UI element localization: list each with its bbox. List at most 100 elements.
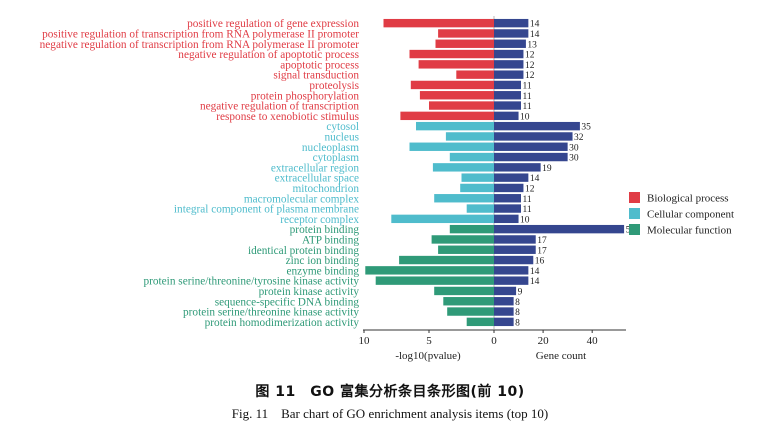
term-label: cytoplasm bbox=[313, 152, 360, 164]
count-label: 12 bbox=[525, 51, 535, 61]
term-label: apoptotic process bbox=[280, 59, 359, 71]
pvalue-bar bbox=[391, 214, 494, 224]
count-bar bbox=[494, 49, 524, 59]
term-label: zinc ion binding bbox=[286, 255, 360, 267]
count-label: 32 bbox=[574, 133, 584, 143]
count-label: 11 bbox=[523, 102, 532, 112]
pvalue-bar bbox=[375, 276, 494, 285]
term-label: positive regulation of gene expression bbox=[187, 18, 359, 30]
pvalue-bar bbox=[445, 132, 494, 141]
pvalue-bar bbox=[383, 18, 494, 28]
term-label: cytosol bbox=[326, 121, 359, 133]
count-label: 8 bbox=[515, 308, 520, 318]
count-bar bbox=[494, 317, 514, 327]
count-label: 9 bbox=[518, 287, 523, 297]
pvalue-bar bbox=[429, 101, 494, 110]
go-enrichment-chart: 14 positive regulation of gene expression… bbox=[40, 16, 734, 362]
term-label: positive regulation of transcription fro… bbox=[42, 28, 359, 40]
term-label: receptor complex bbox=[280, 214, 359, 226]
count-label: 16 bbox=[535, 257, 545, 267]
legend-label: Cellular component bbox=[647, 209, 734, 221]
pvalue-bar bbox=[434, 286, 494, 296]
term-label: protein serine/threonine kinase activity bbox=[183, 307, 359, 319]
count-label: 17 bbox=[537, 246, 547, 256]
count-bar bbox=[494, 91, 521, 100]
count-bar bbox=[494, 29, 529, 38]
count-bar bbox=[494, 70, 524, 79]
legend-swatch bbox=[629, 208, 640, 219]
pvalue-bar bbox=[456, 70, 494, 79]
count-bar bbox=[494, 111, 519, 121]
count-label: 11 bbox=[523, 92, 532, 102]
count-bar bbox=[494, 173, 529, 182]
tick-label-right: 40 bbox=[587, 335, 599, 347]
count-label: 8 bbox=[515, 298, 520, 308]
count-bar bbox=[494, 266, 529, 275]
pvalue-bar bbox=[461, 173, 494, 182]
count-bar bbox=[494, 224, 625, 234]
pvalue-bar bbox=[438, 29, 494, 38]
figure-caption-chinese: 图 11 GO 富集分析条目条形图(前 10) bbox=[255, 384, 525, 400]
count-label: 14 bbox=[530, 174, 540, 184]
pvalue-bar bbox=[447, 307, 494, 316]
term-label: response to xenobiotic stimulus bbox=[216, 111, 359, 123]
count-label: 11 bbox=[523, 81, 532, 91]
pvalue-bar bbox=[466, 204, 494, 213]
term-label: protein serine/threonine/tyrosine kinase… bbox=[143, 276, 359, 288]
count-bar bbox=[494, 142, 568, 151]
count-label: 8 bbox=[515, 318, 520, 328]
count-bar bbox=[494, 204, 521, 213]
count-bar bbox=[494, 245, 536, 254]
term-label: mitochondrion bbox=[292, 183, 359, 195]
count-bar bbox=[494, 121, 580, 131]
count-bar bbox=[494, 80, 521, 90]
term-label: signal transduction bbox=[273, 70, 359, 82]
pvalue-bar bbox=[449, 152, 494, 162]
pvalue-bar bbox=[438, 245, 494, 254]
count-label: 14 bbox=[530, 20, 540, 30]
count-label: 30 bbox=[569, 154, 579, 164]
term-label: negative regulation of transcription fro… bbox=[40, 39, 360, 51]
term-label: negative regulation of transcription bbox=[200, 101, 359, 113]
count-bar bbox=[494, 297, 514, 306]
term-label: protein kinase activity bbox=[259, 286, 360, 298]
pvalue-bar bbox=[466, 317, 494, 327]
count-bar bbox=[494, 132, 573, 141]
count-label: 12 bbox=[525, 71, 535, 81]
count-label: 11 bbox=[523, 205, 532, 215]
count-bar bbox=[494, 39, 526, 48]
pvalue-bar bbox=[449, 224, 494, 234]
pvalue-bar bbox=[418, 60, 494, 69]
figure-caption-english: Fig. 11 Bar chart of GO enrichment analy… bbox=[231, 406, 549, 421]
term-label: identical protein binding bbox=[248, 245, 359, 257]
term-label: ATP binding bbox=[302, 234, 359, 246]
pvalue-bar bbox=[443, 297, 494, 306]
tick-label-right: 20 bbox=[538, 335, 550, 347]
count-label: 10 bbox=[520, 112, 530, 122]
tick-label-left: 0 bbox=[491, 335, 497, 347]
pvalue-bar bbox=[432, 163, 494, 172]
count-label: 19 bbox=[542, 164, 552, 174]
legend-swatch bbox=[629, 224, 640, 235]
count-label: 10 bbox=[520, 215, 530, 225]
term-label: macromolecular complex bbox=[244, 193, 359, 205]
legend-swatch bbox=[629, 192, 640, 203]
tick-label-left: 10 bbox=[359, 335, 371, 347]
count-bar bbox=[494, 152, 568, 162]
term-label: enzyme binding bbox=[287, 265, 360, 277]
count-label: 14 bbox=[530, 30, 540, 40]
count-bar bbox=[494, 235, 536, 244]
count-label: 14 bbox=[530, 277, 540, 287]
legend-label: Biological process bbox=[647, 193, 729, 205]
term-label: protein homodimerization activity bbox=[205, 317, 360, 329]
pvalue-bar bbox=[460, 183, 494, 193]
pvalue-bar bbox=[435, 39, 494, 48]
count-bar bbox=[494, 101, 521, 110]
count-bar bbox=[494, 194, 521, 203]
count-label: 12 bbox=[525, 184, 535, 194]
x-axis-title-right: Gene count bbox=[536, 350, 586, 362]
x-axis-title-left: -log10(pvalue) bbox=[395, 350, 461, 362]
pvalue-bar bbox=[431, 235, 494, 244]
count-bar bbox=[494, 307, 514, 316]
count-bar bbox=[494, 60, 524, 69]
